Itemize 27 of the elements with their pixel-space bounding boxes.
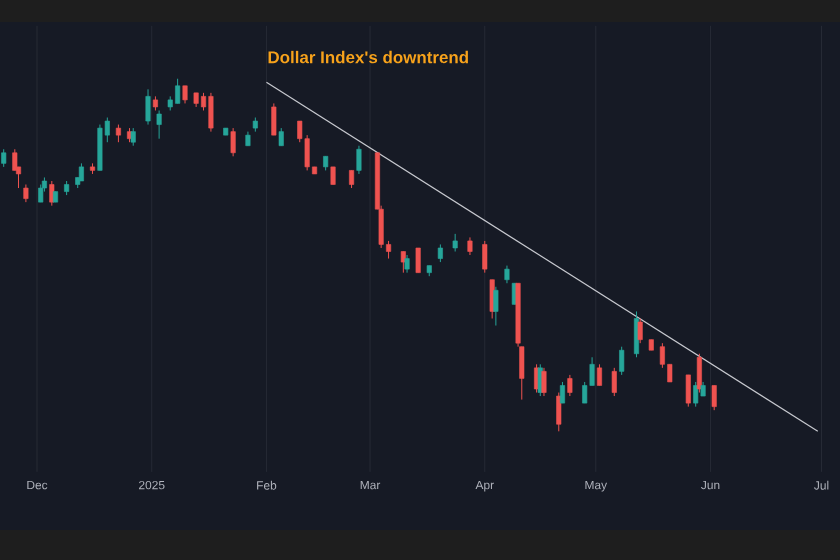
candlestick xyxy=(611,367,617,397)
candlestick xyxy=(145,88,151,126)
candlestick xyxy=(511,282,517,305)
candlestick xyxy=(556,392,562,432)
candlestick xyxy=(175,78,181,104)
candlestick xyxy=(489,279,495,319)
candlestick xyxy=(493,286,499,327)
candlestick xyxy=(208,92,214,133)
candlestick xyxy=(541,367,547,397)
candlestick xyxy=(97,124,103,171)
candlestick xyxy=(637,317,643,344)
candlestick xyxy=(696,353,702,394)
candlestick xyxy=(619,346,625,376)
candlestick xyxy=(230,127,236,157)
candlestick xyxy=(693,381,699,408)
text: Dollar Index's downtrend xyxy=(268,50,468,64)
candlestick xyxy=(711,384,717,411)
candlestick xyxy=(271,102,277,136)
candlestick xyxy=(12,148,18,171)
candlestick xyxy=(415,247,421,274)
candlestick xyxy=(685,374,691,408)
candlestick xyxy=(156,109,162,140)
candlestick xyxy=(356,145,362,175)
candlestick xyxy=(482,240,488,274)
candlestick xyxy=(559,381,565,404)
candlestick xyxy=(596,363,602,386)
candlestick xyxy=(567,374,573,397)
